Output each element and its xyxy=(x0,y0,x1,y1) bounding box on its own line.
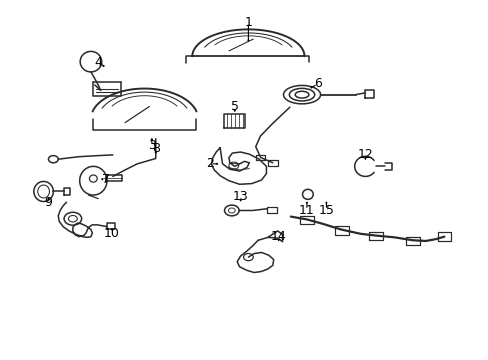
Text: 9: 9 xyxy=(44,196,52,209)
Text: 14: 14 xyxy=(270,230,286,243)
Text: 4: 4 xyxy=(94,56,102,69)
Text: 15: 15 xyxy=(318,204,334,217)
Text: 11: 11 xyxy=(299,204,314,217)
Text: 13: 13 xyxy=(232,190,248,203)
Text: 1: 1 xyxy=(244,16,252,29)
Text: 2: 2 xyxy=(206,157,214,170)
Text: 10: 10 xyxy=(104,226,120,239)
Text: 6: 6 xyxy=(313,77,321,90)
Text: 5: 5 xyxy=(230,100,238,113)
Text: 12: 12 xyxy=(357,148,372,161)
Text: 7: 7 xyxy=(102,173,109,186)
Text: 3: 3 xyxy=(147,139,156,152)
Text: 8: 8 xyxy=(151,142,160,155)
